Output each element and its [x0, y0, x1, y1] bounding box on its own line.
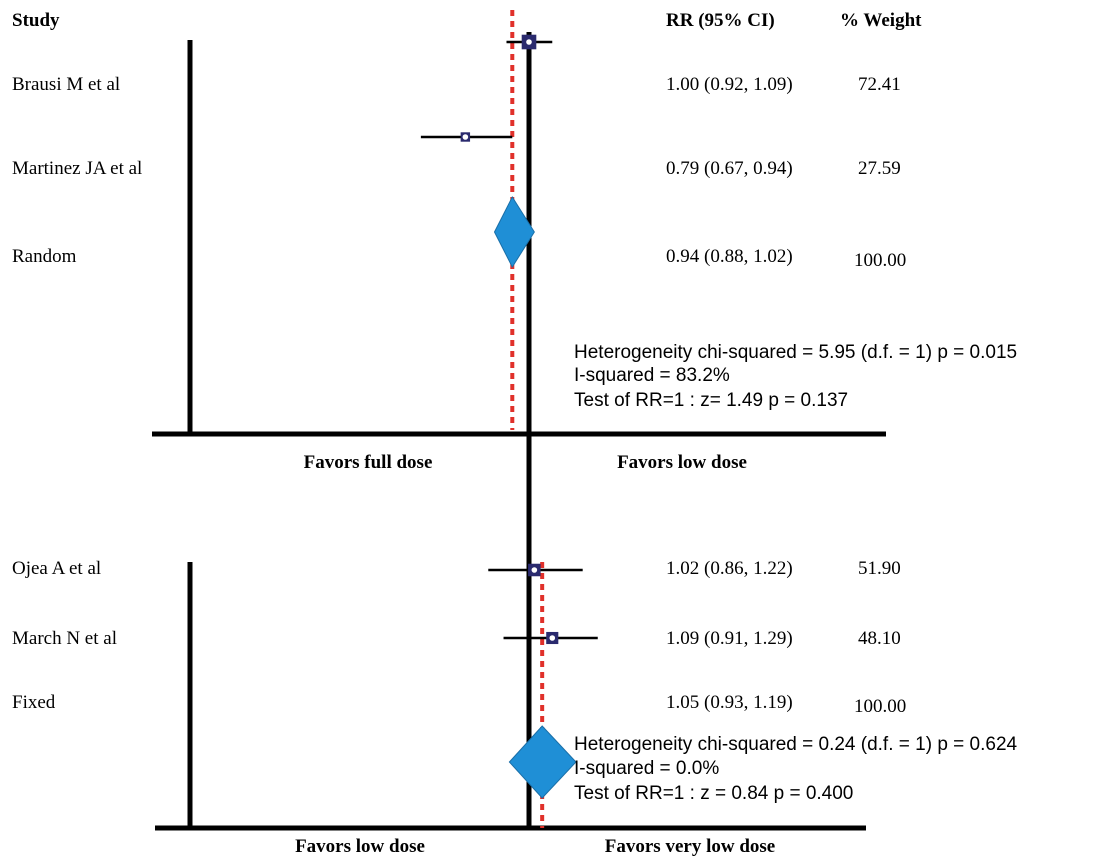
pooled-weight: 100.00 — [854, 250, 906, 271]
heterogeneity-stat: I-squared = 0.0% — [574, 758, 719, 779]
favor-right-label: Favors low dose — [617, 452, 747, 473]
pooled-label: Fixed — [12, 692, 56, 713]
heterogeneity-stat: I-squared = 83.2% — [574, 365, 730, 386]
heterogeneity-stat: Test of RR=1 : z = 0.84 p = 0.400 — [574, 783, 853, 804]
study-ci-text: 1.09 (0.91, 1.29) — [666, 628, 793, 649]
study-label: Martinez JA et al — [12, 158, 142, 179]
favor-right-label: Favors very low dose — [605, 836, 775, 856]
study-weight: 48.10 — [858, 628, 901, 649]
study-weight: 72.41 — [858, 74, 901, 95]
pooled-weight: 100.00 — [854, 696, 906, 717]
study-point-estimate — [526, 39, 532, 45]
study-weight: 51.90 — [858, 558, 901, 579]
study-label: March N et al — [12, 628, 117, 649]
study-point-estimate — [549, 635, 556, 641]
heterogeneity-stat: Heterogeneity chi-squared = 0.24 (d.f. =… — [574, 734, 1018, 755]
study-label: Brausi M et al — [12, 74, 120, 95]
pooled-label: Random — [12, 246, 77, 267]
study-ci-text: 0.79 (0.67, 0.94) — [666, 158, 793, 179]
header-weight: % Weight — [840, 10, 922, 31]
pooled-ci-text: 0.94 (0.88, 1.02) — [666, 246, 793, 267]
study-weight: 27.59 — [858, 158, 901, 179]
forest-panels: Brausi M et al 1.00 (0.92, 1.09) 72.41 Mart… — [12, 10, 1018, 856]
pooled-diamond — [493, 195, 535, 269]
header-study: Study — [12, 10, 60, 31]
pooled-diamond — [508, 725, 577, 799]
favor-left-label: Favors low dose — [295, 836, 425, 856]
heterogeneity-stat: Test of RR=1 : z= 1.49 p = 0.137 — [574, 390, 848, 411]
study-ci-text: 1.00 (0.92, 1.09) — [666, 74, 793, 95]
header-rr: RR (95% CI) — [666, 10, 775, 31]
study-label: Ojea A et al — [12, 558, 101, 579]
study-point-estimate — [531, 567, 538, 573]
heterogeneity-stat: Heterogeneity chi-squared = 5.95 (d.f. =… — [574, 342, 1017, 363]
study-ci-text: 1.02 (0.86, 1.22) — [666, 558, 793, 579]
study-point-estimate — [462, 134, 469, 140]
pooled-ci-text: 1.05 (0.93, 1.19) — [666, 692, 793, 713]
favor-left-label: Favors full dose — [304, 452, 433, 473]
